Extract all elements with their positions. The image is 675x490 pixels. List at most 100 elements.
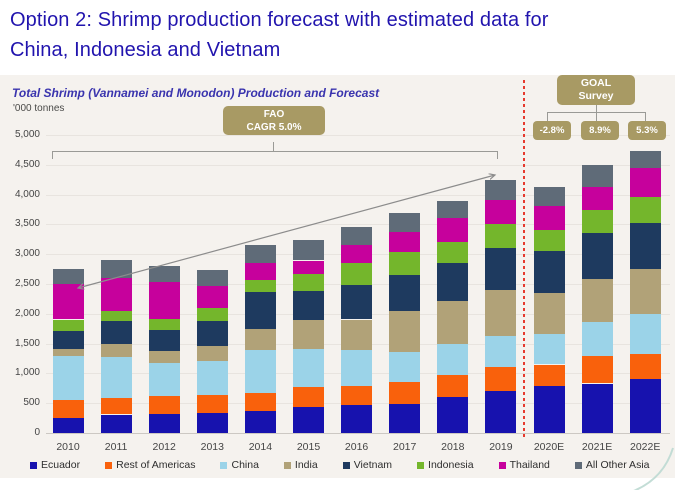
legend-item-all-other-asia: All Other Asia [574,459,650,471]
bar-segment-india [293,319,324,350]
bar-segment-vietnam [196,321,228,346]
bar-segment-all-other-asia [244,245,276,263]
legend-label: Vietnam [353,459,393,471]
bar-segment-vietnam [100,321,132,344]
bar-segment-india [244,329,276,351]
bar-segment-vietnam [293,290,324,320]
y-axis-tick-label: 1,500 [14,337,40,349]
fao-badge-line2: CAGR 5.0% [246,122,302,133]
bar-segment-india [437,301,469,344]
bar-segment-all-other-asia [533,187,565,207]
bar-segment-china [581,322,613,357]
x-axis-tick-label: 2021E [581,441,613,453]
legend-label: All Other Asia [585,459,650,471]
bar-segment-rest-of-americas [196,394,228,413]
bar-segment-all-other-asia [485,179,517,200]
bar-segment-thailand [389,232,421,252]
bar-segment-all-other-asia [389,213,421,233]
bar-segment-ecuador [629,379,661,433]
goal-badge-line2: Survey [578,90,614,102]
y-axis-tick-label: 2,000 [14,307,40,319]
bar-segment-india [533,292,565,335]
bar-segment-india [485,290,517,337]
fao-bracket-right-tick [497,151,498,159]
bar-segment-thailand [244,262,276,281]
bar-segment-rest-of-americas [148,396,180,414]
bar-segment-all-other-asia [341,227,373,245]
bar-segment-indonesia [389,251,421,275]
x-axis-tick-label: 2013 [200,441,224,453]
bar-segment-india [389,310,421,352]
bar-segment-indonesia [437,241,469,264]
bar-segment-ecuador [389,403,421,433]
bar-segment-all-other-asia [52,269,84,285]
x-axis-tick-label: 2022E [630,441,661,453]
bar-segment-thailand [148,281,180,319]
x-axis-tick-label: 2019 [489,441,513,453]
chart-title: Total Shrimp (Vannamei and Monodon) Prod… [12,86,380,100]
bar-segment-thailand [341,244,373,264]
bar-segment-india [52,349,84,356]
legend-label: Indonesia [428,459,474,471]
x-axis-tick-label: 2017 [393,441,417,453]
y-axis-tick-label: 3,500 [14,218,40,230]
legend-swatch [105,461,113,469]
bar-segment-indonesia [485,224,517,249]
bar-segment-indonesia [293,273,324,291]
forecast-divider-dashed-line [523,80,525,437]
y-axis-tick-label: 5,000 [14,129,40,140]
legend-swatch [283,461,291,469]
bar-segment-vietnam [52,330,84,349]
legend-swatch [342,461,350,469]
bar-segment-all-other-asia [437,201,469,218]
legend-swatch [30,461,37,469]
bar-segment-vietnam [341,285,373,320]
y-axis-tick-label: 1,000 [14,367,40,379]
goal-connector-stem [596,105,597,113]
legend-swatch [498,461,506,469]
bar-segment-vietnam [629,222,661,270]
bar-segment-china [244,350,276,394]
bar-segment-rest-of-americas [581,356,613,384]
legend-item-thailand: Thailand [498,459,550,471]
goal-badge-line1: GOAL [580,77,612,89]
bar-segment-vietnam [485,248,517,291]
bar-segment-all-other-asia [148,266,180,282]
bar-segment-thailand [52,284,84,320]
bar-segment-thailand [437,217,469,242]
bar-segment-ecuador [52,418,84,433]
fao-badge-line1: FAO [263,109,285,120]
legend-item-indonesia: Indonesia [417,459,474,471]
y-axis-tick-label: 4,000 [14,188,40,200]
goal-growth-badge-2022: 5.3% [628,121,666,140]
bar-segment-rest-of-americas [485,367,517,392]
bar-segment-rest-of-americas [293,387,324,407]
legend-label: India [294,459,318,471]
bar-segment-rest-of-americas [533,364,565,387]
gridline [46,194,670,196]
legend-item-rest-of-americas: Rest of Americas [105,459,195,471]
legend-label: Thailand [509,459,550,471]
bar-segment-vietnam [389,274,421,311]
x-axis-tick-label: 2015 [296,441,321,453]
y-axis-tick-label: 4,500 [14,158,40,170]
legend-label: Ecuador [41,459,81,471]
bar-segment-rest-of-americas [341,386,373,406]
fao-bracket-left-tick [52,151,53,159]
bar-segment-ecuador [581,383,613,433]
bar-segment-china [485,336,517,368]
bar-segment-indonesia [341,263,373,286]
bar-segment-china [52,355,84,400]
goal-connector-right-tick [645,112,646,121]
bar-segment-rest-of-americas [100,397,132,415]
bar-segment-china [100,356,132,398]
bar-segment-china [341,349,373,387]
legend: Ecuador Rest of Americas China India Vietnam… [30,459,650,471]
bar-segment-ecuador [148,413,180,433]
bar-segment-india [581,279,613,323]
bar-segment-ecuador [100,414,132,433]
fao-cagr-badge: FAO CAGR 5.0% [223,106,325,135]
x-axis-tick-label: 2011 [104,441,128,453]
bar-segment-ecuador [437,397,469,433]
